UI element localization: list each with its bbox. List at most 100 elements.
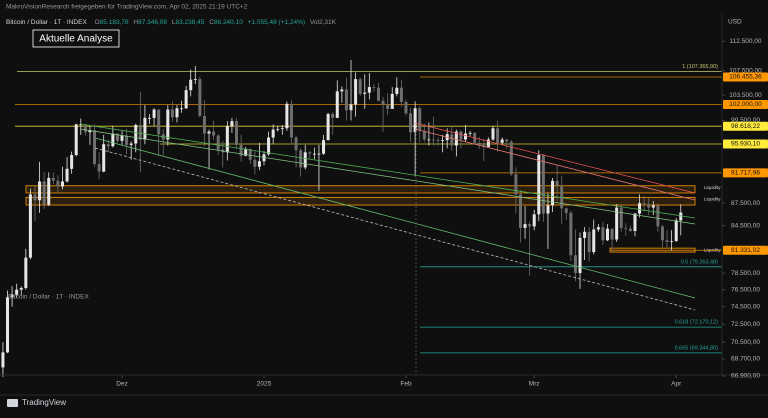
plot-area: Liquidity Liquidity Liquidity 1 (107.365,90…	[1, 60, 722, 377]
candle-body	[436, 140, 440, 141]
note-text: Aktuelle Analyse	[39, 34, 113, 45]
candle-body	[560, 185, 564, 209]
candle-body	[19, 287, 23, 290]
candle-body	[596, 227, 600, 230]
ohlc-key: H	[133, 19, 138, 26]
price-axis: 112.500,00 107.500,00 103.500,00 99.500,00 8…	[722, 38, 768, 380]
x-tick-label: Dez	[116, 381, 128, 388]
candle-body	[569, 212, 573, 256]
candle-body	[138, 125, 142, 140]
candle-body	[468, 132, 472, 134]
candle-body	[289, 103, 293, 138]
candle-body	[459, 131, 463, 140]
candle-body	[395, 87, 399, 94]
liquidity-zone	[25, 196, 696, 206]
candle-body	[610, 228, 614, 240]
candle-body	[253, 159, 257, 167]
x-tick-label: Feb	[400, 381, 412, 388]
candle-body	[464, 133, 468, 140]
candle-body	[564, 208, 568, 213]
candle-body	[74, 124, 78, 156]
candle-body	[670, 241, 674, 242]
candle-body	[202, 115, 206, 134]
candle-body	[633, 213, 637, 231]
candle-body	[486, 139, 490, 147]
candle-body	[303, 152, 307, 168]
candle-body	[409, 113, 413, 133]
candle-body	[5, 297, 10, 353]
candle-body	[431, 139, 435, 141]
candle-body	[42, 181, 46, 205]
candle-body	[170, 109, 174, 118]
trend-line	[94, 137, 696, 299]
candle-body	[106, 144, 110, 147]
author-line: MakroVisionResearch freigegeben für Trad…	[6, 4, 248, 11]
candle-body	[532, 214, 536, 227]
ohlc-value: 86.240,10	[214, 19, 243, 26]
candle-body	[134, 125, 138, 144]
candle-body	[491, 128, 495, 140]
candle-body	[115, 133, 119, 141]
candle-body	[244, 148, 248, 156]
level-tag	[723, 100, 768, 110]
x-tick-label: Mrz	[529, 381, 540, 388]
candle-body	[175, 108, 179, 118]
candle-body	[184, 90, 188, 109]
candle-body	[555, 180, 559, 186]
candle-body	[358, 79, 362, 94]
candle-body	[299, 150, 303, 168]
level-label: 91.717,96	[731, 170, 760, 177]
candle-body	[70, 155, 74, 169]
candle-body	[546, 205, 550, 214]
y-tick-label: 70.500,00	[731, 339, 760, 346]
fib-label: 1 (107.365,90)	[682, 64, 718, 70]
candle-body	[331, 114, 335, 118]
candle-body	[79, 124, 83, 126]
trend-lines	[79, 122, 696, 375]
candle-body	[125, 135, 129, 145]
candle-body	[399, 87, 403, 102]
candle-body	[404, 101, 408, 114]
candle-body	[642, 203, 646, 204]
candle-body	[216, 135, 220, 150]
candle-body	[198, 79, 202, 116]
candle-body	[93, 130, 97, 164]
symbol-legend: Bitcoin / Dollar · 1T · INDEX O85.183,78…	[6, 19, 337, 26]
change: +1.055,48 (+1,24%)	[248, 19, 305, 26]
candle-body	[335, 91, 339, 118]
y-tick-label: 74.500,00	[731, 303, 760, 310]
candle-body	[367, 87, 371, 93]
candle-body	[537, 155, 541, 215]
candle-body	[267, 137, 271, 155]
candle-body	[349, 104, 353, 111]
candle-body	[418, 108, 422, 131]
candle-body	[344, 89, 348, 111]
candle-body	[573, 255, 577, 274]
candle-body	[157, 109, 161, 135]
candle-body	[285, 103, 289, 129]
ohlc-value: 85.183,78	[100, 19, 129, 26]
candle-body	[386, 104, 390, 109]
candle-body	[660, 226, 664, 241]
candle-body	[51, 177, 55, 181]
candle-body	[47, 177, 51, 205]
y-tick-label: 66.900,00	[731, 373, 760, 380]
candle-body	[102, 144, 106, 172]
candle-body	[33, 194, 37, 201]
y-tick-label: 76.500,00	[731, 286, 760, 293]
candle-body	[587, 231, 591, 253]
candle-body	[583, 231, 587, 238]
candle-body	[1, 352, 5, 368]
candle-body	[496, 128, 500, 143]
candle-body	[619, 207, 623, 228]
candle-body	[235, 121, 239, 145]
candle-body	[326, 114, 330, 141]
candle-body	[88, 130, 92, 133]
candle-body	[615, 207, 619, 240]
y-tick-label: 103.500,00	[729, 92, 762, 99]
candle-body	[505, 139, 509, 142]
level-tag	[723, 168, 768, 178]
y-tick-label: 78.500,00	[731, 270, 760, 277]
candle-body	[376, 87, 381, 101]
